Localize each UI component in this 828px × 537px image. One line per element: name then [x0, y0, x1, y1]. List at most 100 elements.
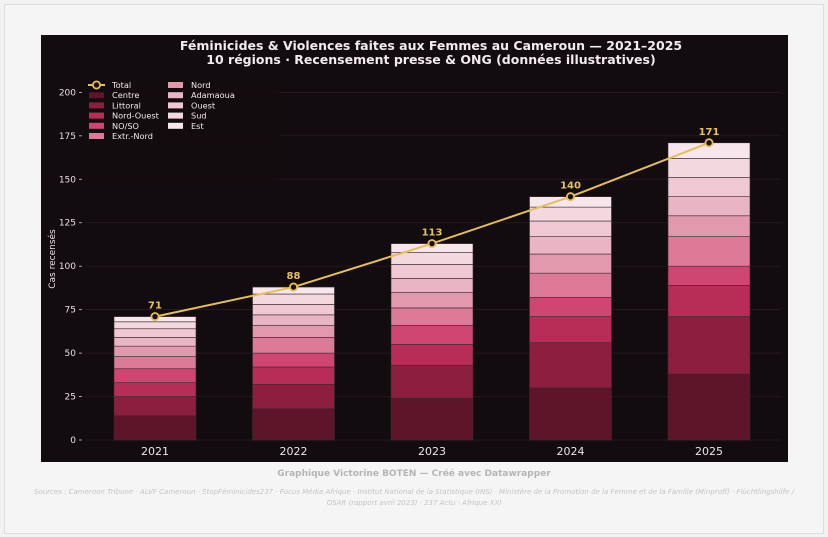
- legend-swatch-sud: [168, 112, 183, 119]
- bar-segment-no-so-2021: [113, 368, 197, 383]
- bar-segment-no-so-2025: [667, 265, 751, 286]
- total-data-label: 71: [148, 301, 162, 312]
- bar-segment-adamaoua-2024: [529, 236, 612, 255]
- y-tick-labels: 0 25 50 75 100 125 150 175 200: [59, 88, 82, 446]
- bar-segment-ouest-2022: [252, 304, 335, 316]
- y-tick-label: 125: [59, 219, 76, 229]
- legend-marker-total: [92, 80, 102, 90]
- bar-segment-sud-2023: [390, 251, 474, 265]
- bar-segment-centre-2021: [113, 415, 197, 441]
- legend-swatch-nord-ouest: [89, 112, 104, 119]
- total-point-2022: [288, 282, 298, 292]
- bar-segment-nord-2022: [252, 324, 335, 338]
- bar-segment-nord-ouest-2023: [390, 344, 474, 366]
- stacked-bars: [113, 142, 751, 441]
- bar-segment-ouest-2025: [667, 177, 751, 197]
- chart-sources: Sources : Cameroon Tribune · ALVF Camero…: [34, 488, 794, 507]
- bar-segment-littoral-2022: [252, 384, 335, 410]
- bar-segment-ouest-2023: [390, 264, 474, 279]
- bar-segment-nord-ouest-2025: [667, 285, 751, 317]
- bar-segment-extr-nord-2022: [252, 337, 335, 354]
- y-tick-label: 150: [59, 175, 76, 185]
- y-axis-label: Cas recensés: [47, 229, 58, 289]
- legend-swatch-est: [168, 122, 183, 129]
- legend-label: Sud: [191, 111, 207, 121]
- x-tick-labels: 2021 2022 2023 2024 2025: [141, 445, 723, 458]
- chart-title: Féminicides & Violences faites aux Femme…: [180, 38, 682, 53]
- bar-segment-nord-2025: [667, 215, 751, 237]
- total-data-label: 171: [699, 127, 720, 138]
- bar-segment-centre-2023: [390, 397, 474, 441]
- bar-segment-littoral-2021: [113, 396, 197, 416]
- y-tick-label: 100: [59, 262, 76, 272]
- y-tick-label: 0: [70, 436, 76, 446]
- legend-label: NO/SO: [112, 121, 139, 131]
- y-tick-label: 175: [59, 132, 76, 142]
- total-point-2024: [566, 192, 576, 202]
- legend-swatch-littoral: [89, 102, 104, 109]
- total-data-label: 140: [560, 181, 581, 192]
- x-tick-label: 2022: [280, 445, 308, 458]
- bar-segment-adamaoua-2025: [667, 196, 751, 217]
- chart-panel: Féminicides & Violences faites aux Femme…: [41, 35, 788, 462]
- total-data-label: 88: [287, 271, 301, 282]
- total-point-2023: [427, 239, 437, 249]
- y-tick-label: 75: [65, 306, 76, 316]
- legend-label: Extr.-Nord: [112, 131, 153, 141]
- bar-segment-adamaoua-2023: [390, 278, 474, 293]
- bar-segment-extr-nord-2024: [529, 272, 612, 298]
- bar-segment-littoral-2023: [390, 364, 474, 399]
- bar-segment-extr-nord-2023: [390, 307, 474, 326]
- bar-segment-centre-2024: [529, 387, 612, 441]
- bar-segment-centre-2022: [252, 408, 335, 441]
- bar-segment-no-so-2023: [390, 324, 474, 345]
- legend-swatch-ouest: [168, 102, 183, 109]
- bar-segment-no-so-2022: [252, 352, 335, 368]
- bar-segment-nord-ouest-2024: [529, 316, 612, 343]
- bar-segment-sud-2022: [252, 293, 335, 305]
- bar-segment-centre-2025: [667, 373, 751, 441]
- bar-segment-adamaoua-2022: [252, 314, 335, 326]
- legend-label: Nord-Ouest: [112, 111, 160, 121]
- total-data-label: 113: [422, 228, 443, 239]
- bar-segment-littoral-2024: [529, 342, 612, 389]
- legend-label: Ouest: [191, 100, 216, 110]
- bar-segment-no-so-2024: [529, 297, 612, 317]
- y-tick-label: 200: [59, 88, 76, 98]
- bar-segment-extr-nord-2025: [667, 236, 751, 267]
- bar-segment-extr-nord-2021: [113, 356, 197, 370]
- legend: TotalCentreLittoralNord-OuestNO/SOExtr.-…: [83, 78, 279, 182]
- legend-label: Nord: [191, 80, 211, 90]
- x-tick-label: 2021: [141, 445, 169, 458]
- bar-segment-nord-ouest-2022: [252, 366, 335, 385]
- legend-swatch-nord: [168, 82, 183, 88]
- legend-label: Est: [191, 121, 204, 131]
- x-tick-label: 2023: [418, 445, 446, 458]
- bar-segment-nord-ouest-2021: [113, 382, 197, 397]
- total-point-2021: [150, 312, 160, 322]
- bar-segment-adamaoua-2021: [113, 337, 197, 347]
- total-line-layer: 71 88 113 140 171: [148, 127, 720, 322]
- bar-segment-nord-2023: [390, 291, 474, 309]
- legend-label: Adamaoua: [191, 90, 235, 100]
- bar-segment-ouest-2024: [529, 220, 612, 237]
- chart-credit: Graphique Victorine BOTEN — Créé avec Da…: [277, 469, 551, 479]
- bar-segment-littoral-2025: [667, 316, 751, 375]
- legend-swatch-extr-nord: [89, 133, 104, 139]
- bar-segment-nord-2024: [529, 253, 612, 274]
- x-tick-label: 2025: [695, 445, 723, 458]
- legend-label: Littoral: [112, 100, 141, 110]
- bar-segment-sud-2021: [113, 321, 197, 330]
- y-tick-label: 50: [65, 349, 77, 359]
- bar-segment-nord-2021: [113, 345, 197, 357]
- x-tick-label: 2024: [557, 445, 585, 458]
- legend-swatch-adamaoua: [168, 92, 183, 99]
- legend-swatch-centre: [89, 92, 104, 99]
- bar-segment-sud-2025: [667, 158, 751, 178]
- bar-segment-sud-2024: [529, 206, 612, 222]
- y-tick-label: 25: [65, 393, 76, 403]
- legend-swatch-no-so: [89, 122, 104, 129]
- chart-svg: Féminicides & Violences faites aux Femme…: [47, 38, 781, 458]
- legend-label: Total: [111, 80, 131, 90]
- chart-subtitle: 10 régions · Recensement presse & ONG (d…: [206, 52, 655, 67]
